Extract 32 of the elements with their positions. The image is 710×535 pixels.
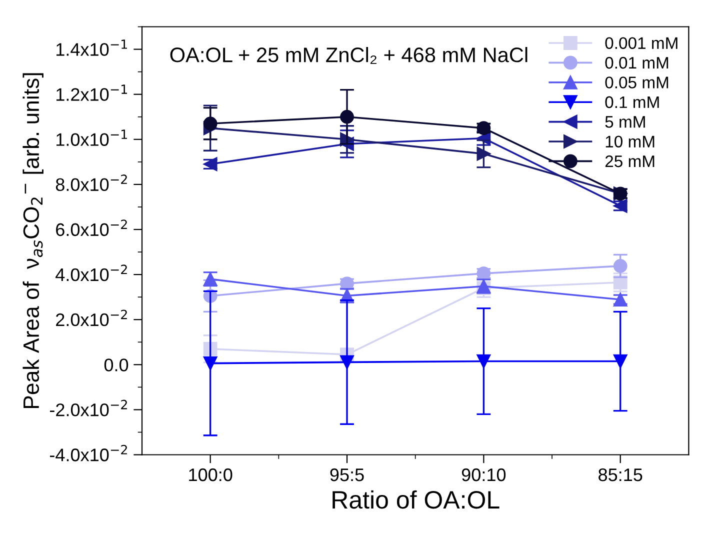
point	[340, 110, 354, 124]
x-axis-title: Ratio of OA:OL	[332, 490, 500, 509]
point	[613, 259, 628, 273]
point	[340, 355, 354, 370]
y-tick-label: -2.0x10$^{−2}$	[50, 400, 127, 416]
x-tick-label: 90:10	[462, 468, 506, 482]
legend-label: 0.001 mM	[605, 37, 678, 49]
y-tick-label: 1.0x10$^{−1}$	[56, 130, 127, 146]
legend-label: 25 mM	[605, 155, 654, 168]
point	[476, 354, 491, 368]
y-axis-title: Peak Area of ν$_{as}$CO$_{2}$$^{−}$ [arb. units]	[22, 73, 44, 408]
y-tick-label: 6.0x10$^{−2}$	[56, 220, 127, 236]
point	[203, 116, 218, 131]
point	[476, 146, 491, 161]
x-tick-label: 100:0	[189, 468, 232, 482]
y-tick-label: -4.0x10$^{−2}$	[50, 444, 127, 462]
text: OA:OL + 25 mM ZnCl₂ + 468 mM NaCl	[170, 47, 528, 64]
point	[613, 354, 628, 368]
y-tick-label: 1.4x10$^{−1}$	[56, 40, 127, 56]
y-tick-label: 0.0	[104, 358, 128, 372]
legend-label: 10 mM	[606, 136, 654, 148]
legend-label: 0.1 mM	[605, 96, 659, 108]
legend-label: 0.01 mM	[605, 56, 668, 69]
x-tick-label: 85:15	[598, 468, 642, 482]
y-tick-label: 8.0x10$^{−2}$	[56, 174, 127, 192]
legend-label: 0.05 mM	[605, 76, 668, 88]
point	[203, 356, 218, 370]
y-tick-label: 4.0x10$^{−2}$	[56, 264, 127, 282]
legend-label: 5 mM	[605, 116, 645, 128]
y-tick-label: 2.0x10$^{−2}$	[56, 310, 127, 326]
x-tick-label: 95:5	[330, 468, 364, 482]
y-tick-label: 1.2x10$^{−1}$	[56, 84, 127, 101]
